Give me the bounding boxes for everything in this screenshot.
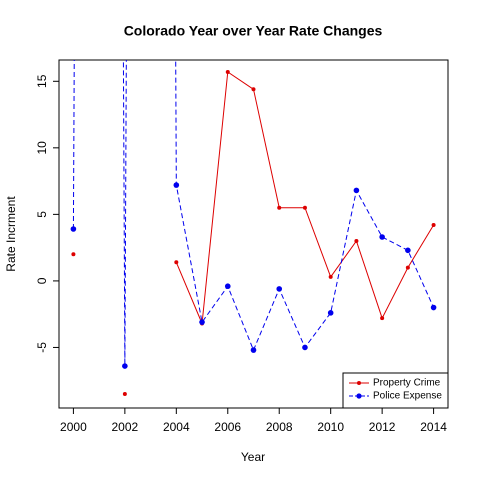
plot-frame <box>58 59 449 409</box>
legend-point <box>356 393 362 399</box>
legend-box <box>342 372 449 409</box>
data-point <box>224 283 231 290</box>
x-axis-label: Year <box>241 450 265 464</box>
data-point <box>70 226 77 232</box>
data-point <box>250 347 257 353</box>
y-tick-label: 10 <box>35 141 49 155</box>
data-point <box>277 205 282 210</box>
data-point <box>276 286 283 292</box>
data-point <box>225 69 230 74</box>
data-point <box>173 182 180 188</box>
data-point <box>405 265 410 270</box>
legend-label: Police Expense <box>373 391 442 402</box>
data-point <box>122 363 128 369</box>
data-point <box>302 205 307 210</box>
x-tick-label: 2002 <box>112 420 139 434</box>
plot-area <box>70 60 437 397</box>
data-point <box>431 223 436 228</box>
data-point <box>353 187 360 194</box>
data-point <box>199 319 205 325</box>
legend-label: Property Crime <box>373 378 441 389</box>
x-tick-label: 2006 <box>214 420 241 434</box>
data-point <box>71 252 76 257</box>
data-point <box>251 87 256 92</box>
y-tick-label: 15 <box>35 74 49 88</box>
data-point <box>354 238 359 243</box>
x-tick-label: 2014 <box>420 420 447 434</box>
x-tick-label: 2010 <box>317 420 344 434</box>
data-point <box>327 310 334 316</box>
legend-point <box>357 381 361 385</box>
data-point <box>328 274 333 279</box>
x-tick-label: 2004 <box>163 420 190 434</box>
data-point <box>174 260 179 265</box>
y-axis-label: Rate Incrment <box>4 196 18 272</box>
x-tick-label: 2012 <box>369 420 396 434</box>
y-tick-label: -5 <box>35 342 49 353</box>
y-tick-label: 0 <box>35 277 49 284</box>
data-point <box>122 392 127 397</box>
data-point <box>379 234 385 240</box>
chart-title: Colorado Year over Year Rate Changes <box>124 23 383 39</box>
data-point <box>430 304 437 311</box>
data-point <box>302 344 308 351</box>
data-point <box>405 247 411 254</box>
x-tick-label: 2008 <box>266 420 293 434</box>
data-point <box>380 316 385 321</box>
y-tick-label: 5 <box>35 211 49 218</box>
x-tick-label: 2000 <box>60 420 87 434</box>
